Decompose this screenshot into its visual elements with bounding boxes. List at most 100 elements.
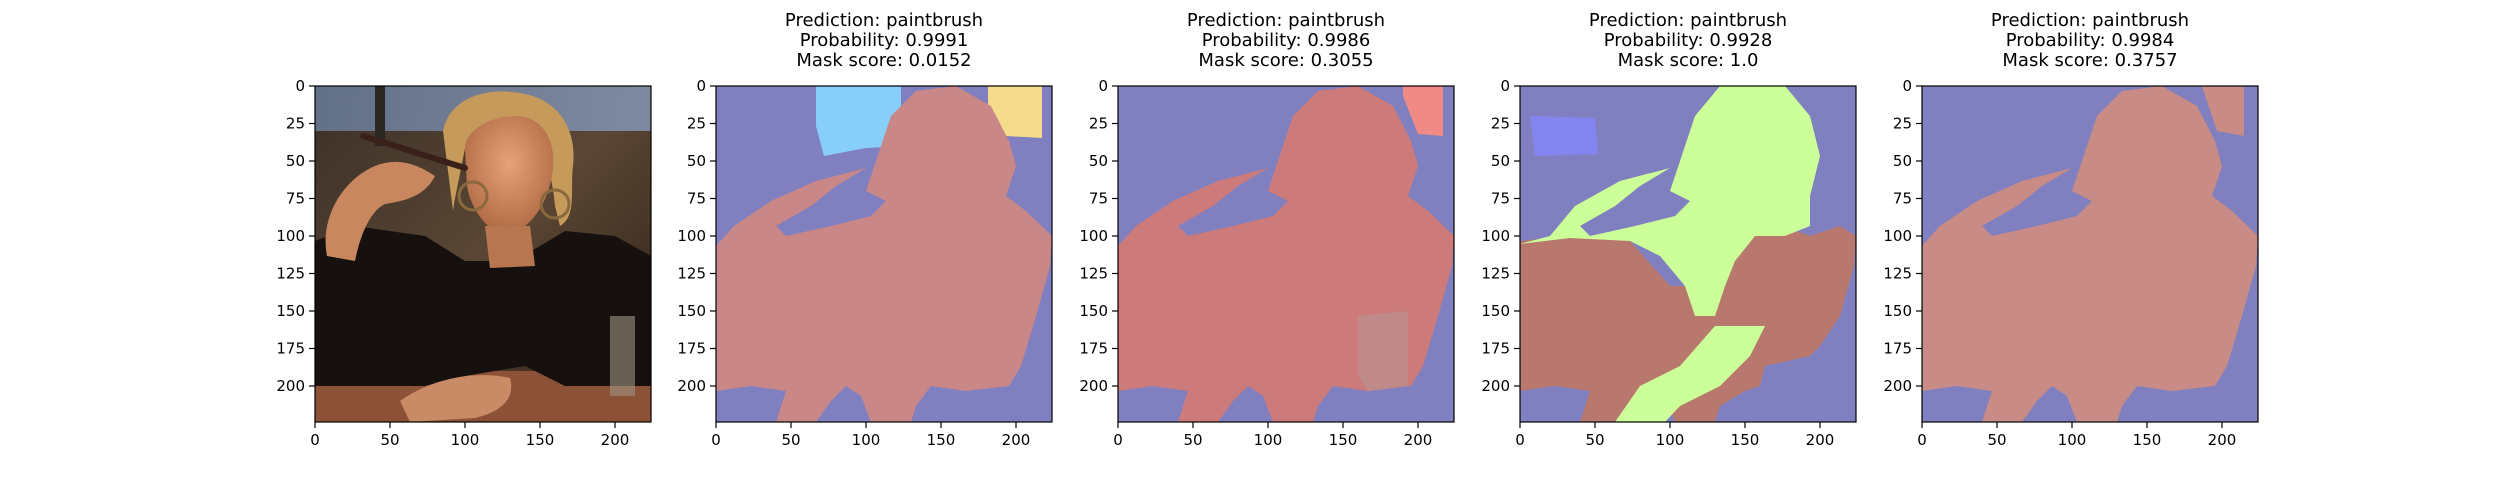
panel-4-image <box>1520 86 1856 422</box>
photo-raised-hand <box>325 161 435 261</box>
mask-lime-lower <box>1615 326 1765 422</box>
panel-1-xtick-label: 200 <box>601 431 630 449</box>
panel-1-image <box>315 86 651 422</box>
panel-4-ytick-label: 200 <box>1481 377 1510 395</box>
mask-lime-region <box>1520 86 1820 316</box>
mask-person <box>716 86 1052 422</box>
panel-4-title-line: Mask score: 1.0 <box>1618 50 1759 71</box>
mask-blue-patch <box>1530 116 1598 156</box>
panel-5-ytick-label: 175 <box>1883 340 1912 358</box>
panel-4-ytick-label: 175 <box>1481 340 1510 358</box>
photo-lower-hand <box>400 375 512 422</box>
panel-2-ytick-label: 100 <box>677 227 706 245</box>
panel-2-ytick-label: 25 <box>687 115 706 133</box>
photo-earring-left <box>457 180 489 212</box>
photo-jacket <box>315 226 651 386</box>
panel-4-ytick-label: 150 <box>1481 302 1510 320</box>
mask-person-lower <box>1520 221 1856 422</box>
panel-4-xtick-label: 50 <box>1585 431 1604 449</box>
panel-1-xtick-label: 100 <box>451 431 480 449</box>
photo-face <box>465 116 554 235</box>
panel-4-ytick-label: 0 <box>1500 77 1510 95</box>
panel-5-ytick-label: 125 <box>1883 265 1912 283</box>
panel-5-ytick-label: 150 <box>1883 302 1912 320</box>
panel-3-ytick-label: 125 <box>1079 265 1108 283</box>
panel-1-xtick-label: 150 <box>526 431 555 449</box>
panel-5-ytick-label: 50 <box>1893 152 1912 170</box>
panel-5-xtick-label: 100 <box>2058 431 2087 449</box>
panel-2: Prediction: paintbrush Probability: 0.999… <box>677 10 1053 449</box>
panel-3: Prediction: paintbrush Probability: 0.998… <box>1079 10 1455 449</box>
panel-4-title: Prediction: paintbrush Probability: 0.992… <box>1589 10 1787 71</box>
panel-2-ytick-label: 200 <box>677 377 706 395</box>
panel-5-ytick-label: 25 <box>1893 115 1912 133</box>
panel-1-ytick-label: 75 <box>286 190 305 208</box>
panel-3-title-line: Mask score: 0.3055 <box>1198 50 1373 71</box>
photo-neck <box>485 226 535 268</box>
panel-2-xtick-label: 50 <box>781 431 800 449</box>
mask-yellow-patch <box>988 86 1042 138</box>
panel-5-title-line: Probability: 0.9984 <box>2006 30 2175 51</box>
mask-red-patch <box>1403 86 1443 136</box>
panel-2-ytick-label: 150 <box>677 302 706 320</box>
panel-2-title-line: Probability: 0.9991 <box>800 30 969 51</box>
panel-1-xtick-label: 0 <box>310 431 320 449</box>
panel-3-ytick-label: 175 <box>1079 340 1108 358</box>
panel-5-xtick-label: 150 <box>2133 431 2162 449</box>
panel-1-xtick-label: 50 <box>380 431 399 449</box>
panel-3-xtick-label: 150 <box>1329 431 1358 449</box>
panel-4-ytick-label: 25 <box>1491 115 1510 133</box>
panel-1-ytick-label: 100 <box>276 227 305 245</box>
panel-3-title: Prediction: paintbrush Probability: 0.998… <box>1187 10 1385 71</box>
panel-2-ytick-label: 125 <box>677 265 706 283</box>
panel-4-xtick-label: 200 <box>1806 431 1835 449</box>
panel-5-title: Prediction: paintbrush Probability: 0.998… <box>1991 10 2189 71</box>
panel-5-frame <box>1921 85 2259 423</box>
panel-2-xtick-label: 150 <box>927 431 956 449</box>
panel-4-xtick-label: 100 <box>1656 431 1685 449</box>
panel-2-image <box>716 86 1052 422</box>
mask-person <box>1922 86 2258 422</box>
panel-1-frame <box>314 85 652 423</box>
mask-blue-patch <box>816 86 901 156</box>
photo-earring-right <box>539 188 571 220</box>
mask-person-top-right <box>2202 86 2244 136</box>
panel-4-frame <box>1519 85 1857 423</box>
panel-5-title-line: Prediction: paintbrush <box>1991 10 2189 31</box>
panel-1-ytick-label: 0 <box>295 77 305 95</box>
panel-2-xtick-label: 100 <box>852 431 881 449</box>
panel-1-ytick-label: 200 <box>276 377 305 395</box>
panel-2-frame <box>715 85 1053 423</box>
panel-3-title-line: Prediction: paintbrush <box>1187 10 1385 31</box>
panel-4: Prediction: paintbrush Probability: 0.992… <box>1481 10 1857 449</box>
panel-4-ytick-label: 100 <box>1481 227 1510 245</box>
panel-1-ytick-label: 125 <box>276 265 305 283</box>
panel-4-ytick-label: 125 <box>1481 265 1510 283</box>
panel-3-xtick-label: 0 <box>1113 431 1123 449</box>
panel-3-ytick-label: 50 <box>1089 152 1108 170</box>
panel-2-ytick-label: 50 <box>687 152 706 170</box>
panel-5-xtick-label: 50 <box>1987 431 2006 449</box>
panel-2-xtick-label: 0 <box>711 431 721 449</box>
panel-5-ytick-label: 100 <box>1883 227 1912 245</box>
panel-2-xtick-label: 200 <box>1002 431 1031 449</box>
panel-4-title-line: Prediction: paintbrush <box>1589 10 1787 31</box>
panel-5-ytick-label: 75 <box>1893 190 1912 208</box>
panel-3-ytick-label: 100 <box>1079 227 1108 245</box>
panel-3-xtick-label: 200 <box>1404 431 1433 449</box>
panel-3-ytick-label: 0 <box>1098 77 1108 95</box>
panel-2-ytick-label: 175 <box>677 340 706 358</box>
panel-1-ytick-label: 150 <box>276 302 305 320</box>
panel-3-xtick-label: 50 <box>1183 431 1202 449</box>
panel-3-ytick-label: 25 <box>1089 115 1108 133</box>
panel-5-ytick-label: 0 <box>1902 77 1912 95</box>
panel-5-ytick-label: 200 <box>1883 377 1912 395</box>
mask-darker-patch <box>1358 311 1408 391</box>
panel-4-xtick-label: 0 <box>1515 431 1525 449</box>
panel-3-frame <box>1117 85 1455 423</box>
panel-3-ytick-label: 200 <box>1079 377 1108 395</box>
photo-glass <box>610 316 635 396</box>
panel-5-xtick-label: 200 <box>2208 431 2237 449</box>
panel-1-ytick-label: 50 <box>286 152 305 170</box>
